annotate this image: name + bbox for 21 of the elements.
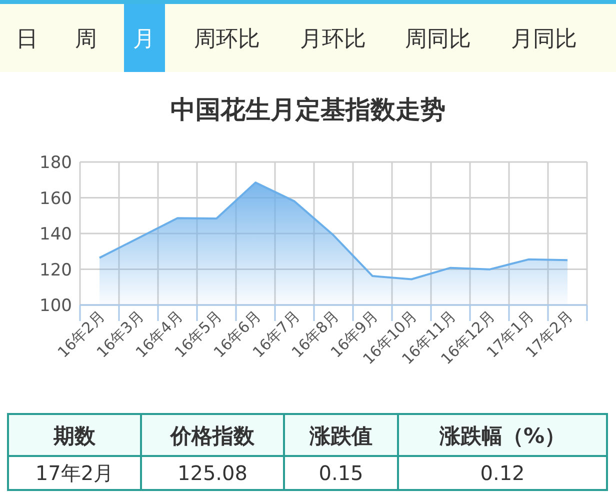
text: 日 (16, 27, 38, 52)
text: 周环比 (194, 27, 260, 52)
text: 涨跌幅（%） (438, 424, 566, 448)
y-tick-label: 120 (40, 260, 72, 280)
text: 17年2月 (35, 461, 114, 485)
text: 月环比 (300, 27, 366, 52)
text: 月 (133, 27, 155, 52)
text: 价格指数 (170, 424, 256, 448)
y-tick-label: 160 (40, 188, 72, 209)
text: 周 (75, 27, 97, 52)
chart-title: 中国花生月定基指数走势 (170, 95, 446, 124)
text: 期数 (52, 424, 96, 448)
text: 0.15 (318, 461, 364, 485)
y-tick-label: 180 (40, 153, 72, 173)
text: 125.08 (178, 461, 248, 485)
text: 周同比 (405, 27, 471, 52)
text: 0.12 (480, 461, 525, 485)
y-tick-label: 140 (40, 224, 72, 244)
y-tick-label: 100 (40, 296, 72, 316)
text: 涨跌值 (308, 424, 372, 448)
text: 月同比 (511, 27, 577, 52)
